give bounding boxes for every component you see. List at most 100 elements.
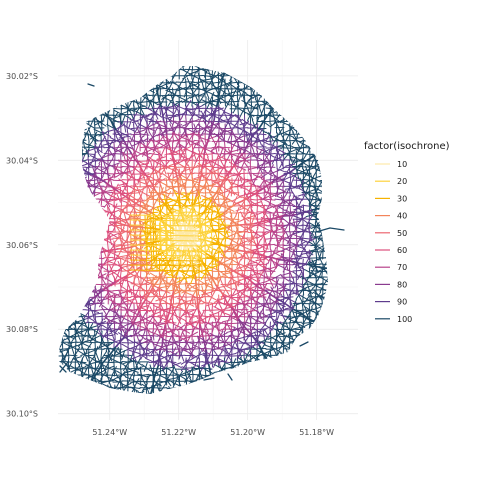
street-segment [171,66,174,71]
street-segment [269,384,272,394]
street-segment [270,84,277,93]
street-segment [248,373,258,380]
street-segment [74,261,83,267]
street-segment [238,316,249,318]
street-segment [89,270,99,276]
street-segment [58,179,69,182]
street-segment [327,177,328,188]
street-segment [194,63,203,64]
street-segment [282,78,285,89]
street-segment [149,80,159,86]
street-segment [56,187,57,196]
street-segment [302,66,309,70]
street-segment [272,368,282,373]
street-segment [125,68,135,74]
street-segment [58,172,69,174]
street-segment [309,68,318,75]
street-segment [71,99,76,110]
street-segment [319,140,328,143]
street-segment [329,359,337,364]
street-segment [237,107,247,114]
street-segment [230,393,233,394]
street-segment [69,384,79,391]
street-segment [60,299,68,308]
street-segment [58,294,60,304]
street-segment [81,186,83,197]
street-segment [120,259,127,268]
street-segment [272,79,282,85]
street-segment [113,71,124,76]
street-segment [319,341,328,344]
street-segment [300,84,311,89]
street-segment [94,257,105,260]
street-segment [316,131,326,137]
street-segment [94,348,105,350]
street-segment [58,345,60,356]
street-segment [58,235,63,245]
street-segment [62,186,64,197]
street-segment [152,159,155,170]
street-segment [319,146,328,149]
street-segment [191,384,194,394]
street-segment [127,99,134,109]
street-segment [94,205,105,208]
street-segment [301,127,312,129]
street-segment [81,267,84,278]
street-segment [247,302,258,305]
street-segment [58,224,69,227]
street-segment [187,386,194,394]
street-segment [321,393,324,394]
street-segment [264,386,272,394]
street-segment [81,231,83,242]
street-segment [320,392,328,394]
street-segment [76,380,87,383]
street-segment [72,223,79,233]
street-segment [81,249,83,260]
street-segment [94,255,101,265]
street-segment [60,112,71,115]
street-segment [319,224,328,226]
street-segment [288,384,291,394]
street-segment [320,63,329,64]
street-segment [329,206,337,210]
street-segment [329,303,338,304]
street-segment [125,67,131,77]
street-segment [169,66,175,70]
street-segment [87,267,90,278]
street-segment [281,217,290,224]
street-segment [119,330,123,341]
street-segment [58,78,67,82]
street-segment [83,219,91,228]
street-segment [324,115,328,122]
street-segment [152,393,155,394]
street-segment [68,159,70,170]
street-segment [308,338,318,344]
street-segment [316,127,321,138]
street-segment [289,303,292,314]
street-segment [70,191,76,201]
street-segment [81,66,83,71]
street-segment [93,186,96,197]
street-segment [256,382,263,392]
street-segment [58,233,67,240]
street-segment [167,63,176,64]
street-segment [319,393,328,394]
street-segment [70,153,80,160]
street-segment [265,282,276,285]
street-segment [74,107,84,114]
street-segment [66,218,75,225]
street-segment [60,246,66,256]
street-segment [237,376,246,384]
street-segment [305,183,310,193]
street-segment [145,69,148,80]
street-segment [65,373,75,379]
street-segment [254,370,260,380]
street-segment [256,386,267,389]
street-segment [52,335,57,343]
street-segment [139,267,142,278]
street-segment [61,69,64,80]
street-segment [263,249,266,260]
street-segment [320,120,326,130]
street-segment [77,123,83,133]
street-segment [58,176,68,181]
